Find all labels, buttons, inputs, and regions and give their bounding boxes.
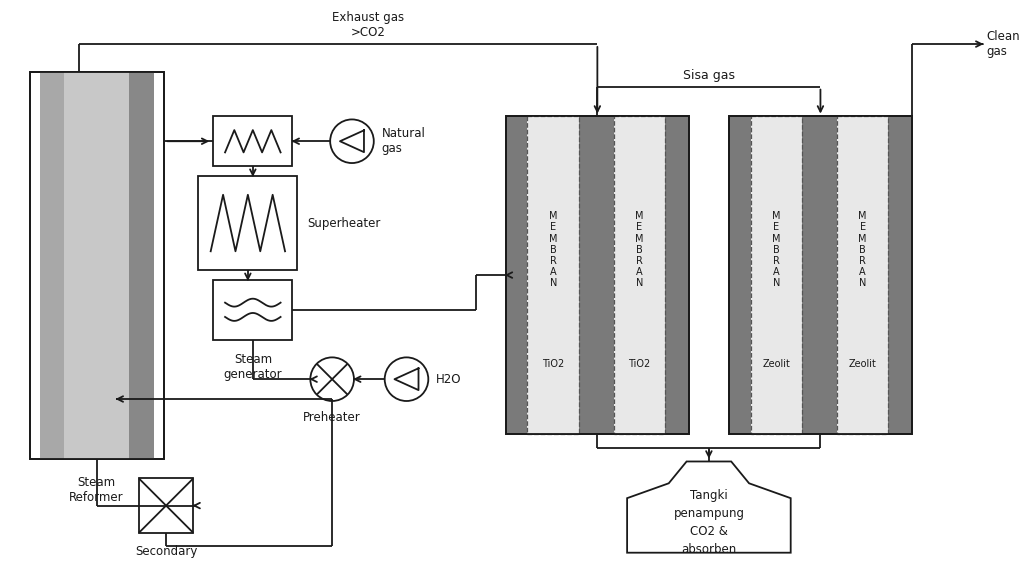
Bar [506, 116, 689, 434]
Text: Sisa gas: Sisa gas [683, 69, 735, 82]
Text: M
E
M
B
R
A
N: M E M B R A N [549, 211, 557, 288]
Bar [506, 116, 689, 434]
Bar [527, 116, 579, 434]
Circle shape [310, 357, 354, 401]
Bar [527, 116, 579, 434]
Circle shape [330, 120, 374, 163]
Bar [129, 72, 154, 458]
Bar [751, 116, 802, 434]
Text: Clean
gas: Clean gas [986, 30, 1020, 58]
Bar [213, 116, 293, 166]
Text: Tangki
penampung
CO2 &
absorben: Tangki penampung CO2 & absorben [674, 490, 744, 556]
Text: Natural
gas: Natural gas [382, 127, 426, 155]
Text: Steam
generator: Steam generator [223, 353, 283, 381]
Bar [199, 176, 297, 270]
Text: Zeolit: Zeolit [849, 359, 877, 369]
Bar [729, 116, 912, 434]
Bar [837, 116, 889, 434]
Bar [40, 72, 65, 458]
Text: Secondary: Secondary [135, 545, 198, 558]
Text: Preheater: Preheater [303, 411, 361, 424]
Text: Zeolit: Zeolit [763, 359, 791, 369]
Text: TiO2: TiO2 [542, 359, 564, 369]
Text: H2O: H2O [436, 373, 462, 386]
Bar [751, 116, 802, 434]
Bar [613, 116, 666, 434]
Text: Steam
Reformer: Steam Reformer [70, 477, 124, 504]
Bar [65, 72, 129, 458]
Text: M
E
M
B
R
A
N: M E M B R A N [772, 211, 780, 288]
Bar [837, 116, 889, 434]
Circle shape [385, 357, 428, 401]
Text: TiO2: TiO2 [629, 359, 650, 369]
Bar [139, 478, 194, 533]
Bar [30, 72, 164, 458]
Text: M
E
M
B
R
A
N: M E M B R A N [635, 211, 644, 288]
Bar [613, 116, 666, 434]
Text: Superheater: Superheater [307, 217, 381, 230]
Bar [213, 280, 293, 340]
Bar [30, 72, 164, 458]
Bar [729, 116, 912, 434]
Text: Exhaust gas
>CO2: Exhaust gas >CO2 [332, 11, 404, 39]
Polygon shape [627, 462, 791, 553]
Text: M
E
M
B
R
A
N: M E M B R A N [858, 211, 867, 288]
